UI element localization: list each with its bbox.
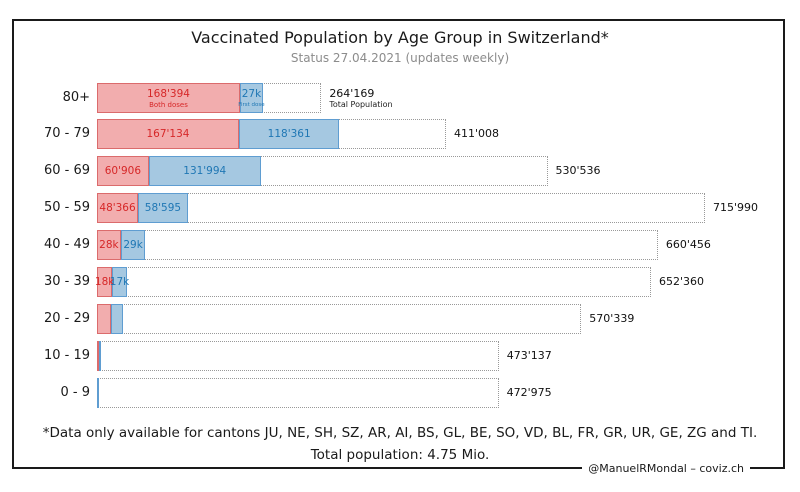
y-axis-label: 60 - 69 [43,163,90,179]
y-axis-label: 10 - 19 [43,347,90,363]
both-doses-value: 60'906 [104,165,142,178]
both-doses-value: 167'134 [146,128,190,141]
cantons-footnote: *Data only available for cantons JU, NE,… [42,425,758,441]
first-dose-value: 27k First dose [238,87,265,108]
total-population-value: 570'339 [589,311,635,325]
total-population-box [97,340,499,371]
both-doses-bar [97,156,149,187]
both-doses-value: 28k [99,239,119,252]
first-dose-value: 58'595 [144,202,182,215]
both-doses-value: 18k [94,276,115,288]
chart-title: Vaccinated Population by Age Group in Sw… [191,28,609,47]
total-population-box [97,267,651,297]
both-doses-bar [97,193,139,224]
both-doses-bar [97,267,113,297]
total-population-value: 264'169 Total Population [329,86,393,109]
first-dose-bar [120,230,146,261]
first-dose-value: 118'361 [267,128,311,141]
both-doses-bar [97,230,121,261]
total-population-footnote: Total population: 4.75 Mio. [310,447,490,463]
both-doses-bar [97,340,100,371]
author-credit: @ManuelRMondal – coviz.ch [582,462,750,475]
first-dose-bar [238,119,340,150]
total-population-box [97,303,582,334]
both-doses-bar [97,119,239,150]
chart-subtitle: Status 27.04.2021 (updates weekly) [290,51,510,65]
y-axis-label: 70 - 79 [43,126,90,142]
total-population-box [97,230,658,261]
both-doses-value: 168'394 Both doses [146,87,190,109]
total-population-value: 652'360 [658,275,704,288]
total-population-value: 715'990 [712,201,758,215]
first-dose-value: 131'994 [183,165,227,178]
total-population-value: 411'008 [454,127,500,141]
total-population-value: 530'536 [555,164,601,178]
first-dose-bar [99,340,102,371]
first-dose-bar [112,267,127,297]
first-dose-bar [138,193,188,224]
first-dose-bar [110,303,124,334]
total-population-value: 473'137 [506,348,552,362]
y-axis-label: 0 - 9 [60,384,91,400]
y-axis-label: 50 - 59 [43,200,90,216]
total-population-value: 660'456 [665,238,711,252]
first-dose-value: 29k [123,239,143,252]
total-population-box [97,377,499,408]
y-axis-label: 40 - 49 [43,237,90,253]
first-dose-bar [97,377,99,408]
first-dose-value: 17k [109,276,130,288]
y-axis-label: 30 - 39 [43,274,90,289]
y-axis-label: 20 - 29 [43,310,90,326]
both-doses-value: 48'366 [99,202,136,215]
first-dose-bar [148,156,261,187]
y-axis-label: 80+ [62,89,90,105]
both-doses-bar [97,303,111,334]
first-dose-bar [239,82,263,113]
total-population-box [97,193,705,224]
both-doses-bar [97,82,240,113]
total-population-value: 472'975 [506,385,552,399]
